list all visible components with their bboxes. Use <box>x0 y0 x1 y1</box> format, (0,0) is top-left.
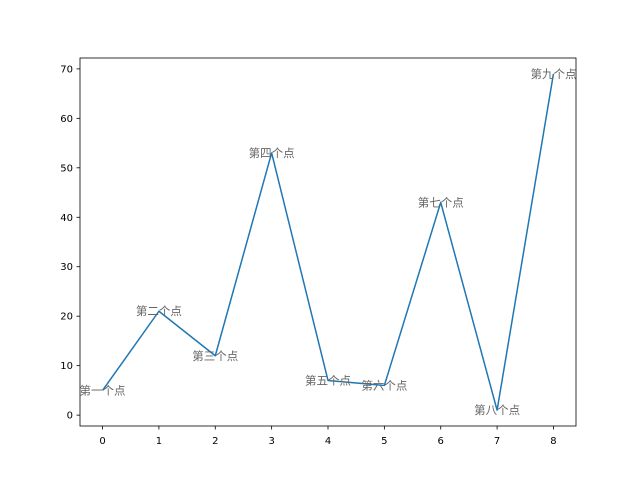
point-label: 第三个点 <box>192 349 238 363</box>
point-label: 第七个点 <box>418 195 464 209</box>
series-line <box>101 73 555 411</box>
point-label: 第一个点 <box>80 383 126 397</box>
point-label: 第四个点 <box>249 146 295 160</box>
y-tick-label: 10 <box>60 361 73 372</box>
point-label: 第六个点 <box>361 378 407 392</box>
y-axis: 0 10 20 30 40 50 60 70 <box>60 64 80 422</box>
x-tick-label: 7 <box>494 436 500 447</box>
point-label: 第九个点 <box>530 67 576 81</box>
x-tick-label: 5 <box>381 436 387 447</box>
y-tick-label: 40 <box>60 213 73 224</box>
x-tick-label: 0 <box>99 436 105 447</box>
y-tick-label: 30 <box>60 262 73 273</box>
point-label: 第五个点 <box>305 373 351 387</box>
plot-frame <box>79 57 577 427</box>
y-tick-label: 70 <box>60 64 73 75</box>
y-tick-label: 20 <box>60 312 73 323</box>
y-tick-label: 60 <box>60 114 73 125</box>
x-tick-label: 2 <box>212 436 218 447</box>
y-tick-label: 0 <box>67 411 73 422</box>
x-tick-label: 8 <box>550 436 556 447</box>
point-label: 第二个点 <box>136 304 182 318</box>
y-tick-label: 50 <box>60 163 73 174</box>
x-tick-label: 6 <box>438 436 444 447</box>
point-label: 第八个点 <box>474 403 520 417</box>
x-axis: 0 1 2 3 4 5 6 7 8 <box>99 426 557 447</box>
x-tick-label: 3 <box>268 436 274 447</box>
x-tick-label: 4 <box>325 436 331 447</box>
x-tick-label: 1 <box>156 436 162 447</box>
